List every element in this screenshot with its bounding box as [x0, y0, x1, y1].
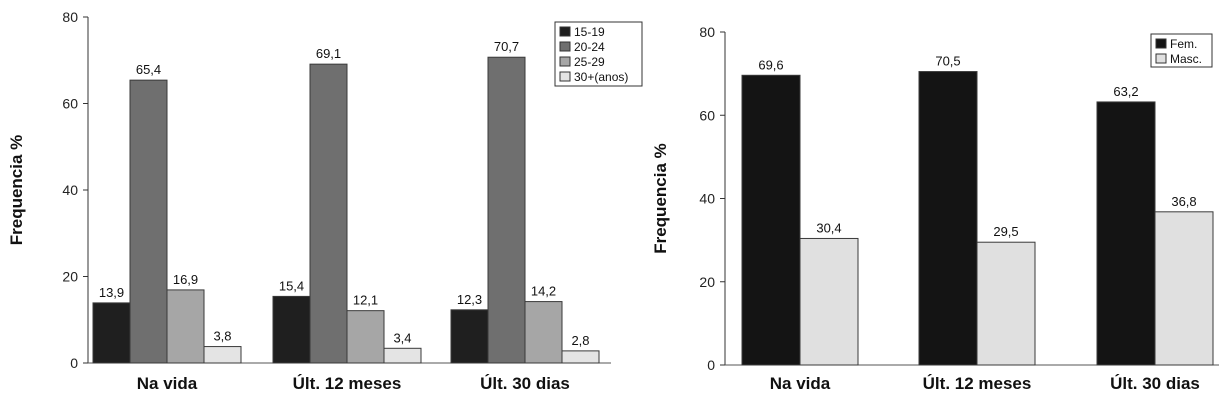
y-tick-label: 0 [707, 357, 715, 373]
bar [272, 295, 311, 364]
y-tick-label: 60 [62, 96, 78, 112]
legend-swatch [559, 56, 571, 67]
legend-label: 20-24 [574, 40, 605, 54]
y-tick-label: 80 [699, 24, 715, 40]
bar-value-label: 69,1 [316, 46, 341, 61]
y-axis-label: Frequencia % [7, 135, 26, 246]
bar-value-label: 30,4 [816, 220, 841, 235]
bar-value-label: 16,9 [173, 272, 198, 287]
bar-value-label: 3,8 [213, 329, 231, 344]
y-tick-label: 20 [62, 269, 78, 285]
x-category-label: Na vida [770, 374, 831, 393]
x-category-label: Últ. 30 dias [480, 374, 570, 393]
bar-value-label: 12,1 [353, 293, 378, 308]
bar-value-label: 63,2 [1113, 84, 1138, 99]
bar-value-label: 15,4 [279, 278, 304, 293]
bar-value-label: 65,4 [136, 62, 161, 77]
bar [741, 74, 801, 366]
legend-label: 30+(anos) [574, 70, 628, 84]
bar [1154, 211, 1214, 366]
bar [166, 289, 205, 364]
bar [383, 347, 422, 364]
legend-box [1150, 33, 1213, 68]
legend-label: 25-29 [574, 55, 605, 69]
bar [92, 302, 131, 364]
bar [309, 63, 348, 364]
bar-value-label: 70,7 [494, 39, 519, 54]
y-tick-label: 20 [699, 274, 715, 290]
bar-value-label: 3,4 [393, 330, 411, 345]
bar-value-label: 14,2 [531, 284, 556, 299]
bar [561, 350, 600, 364]
legend-label: Masc. [1170, 52, 1202, 66]
bar-value-label: 12,3 [457, 292, 482, 307]
bar-value-label: 69,6 [758, 57, 783, 72]
bar [487, 56, 526, 364]
bar [346, 310, 385, 364]
x-category-label: Últ. 12 meses [923, 374, 1032, 393]
bar-value-label: 36,8 [1171, 194, 1196, 209]
y-axis-label: Frequencia % [651, 143, 670, 254]
chart-1: 0 20 40 60 80 Frequencia % 13,9 65,4 16,9 3,8 Na v… [7, 9, 643, 393]
bar [129, 79, 168, 364]
legend-label: 15-19 [574, 25, 605, 39]
bar-value-label: 2,8 [571, 333, 589, 348]
y-tick-label: 40 [62, 182, 78, 198]
bar [450, 309, 489, 364]
bar-value-label: 13,9 [99, 285, 124, 300]
bar [203, 346, 242, 364]
bar-value-label: 70,5 [935, 54, 960, 69]
y-tick-label: 80 [62, 9, 78, 25]
legend: Fem.Masc. [1150, 33, 1213, 68]
legend-swatch [559, 26, 571, 37]
bar [799, 237, 859, 366]
legend-label: Fem. [1170, 37, 1197, 51]
chart-2: 0 20 40 60 80 Frequencia % 69,6 30,4 Na vida 70,5… [651, 24, 1219, 393]
bar [976, 241, 1036, 366]
y-tick-label: 40 [699, 191, 715, 207]
x-category-label: Na vida [137, 374, 198, 393]
legend-swatch [559, 41, 571, 52]
bar [1096, 101, 1156, 366]
y-tick-label: 0 [70, 355, 78, 371]
legend-swatch [559, 71, 571, 82]
legend-swatch [1155, 53, 1167, 64]
y-tick-label: 60 [699, 107, 715, 123]
x-category-label: Últ. 30 dias [1110, 374, 1200, 393]
x-category-label: Últ. 12 meses [293, 374, 402, 393]
bar [524, 301, 563, 364]
bar [918, 71, 978, 366]
legend-swatch [1155, 38, 1167, 49]
bar-value-label: 29,5 [993, 224, 1018, 239]
